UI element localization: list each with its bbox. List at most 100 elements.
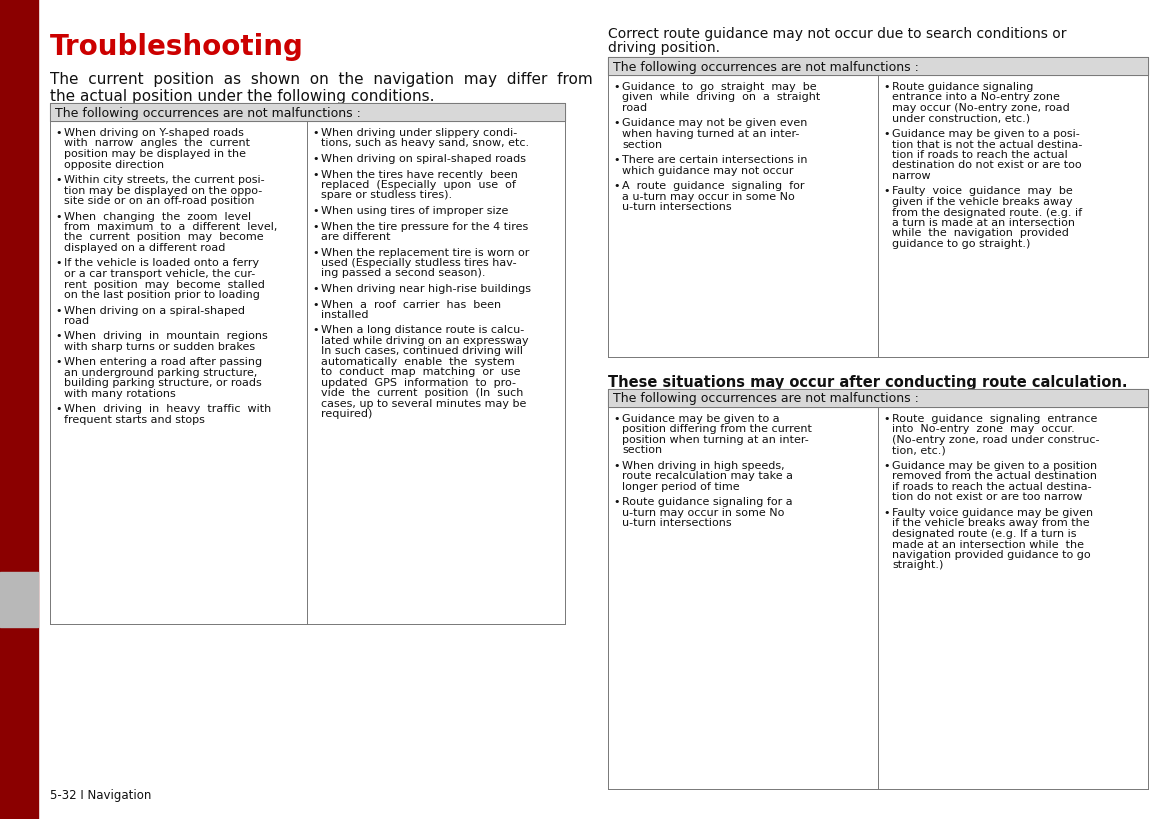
Text: •: • [883, 508, 890, 518]
Text: When driving on spiral-shaped roads: When driving on spiral-shaped roads [321, 154, 526, 164]
Text: frequent starts and stops: frequent starts and stops [64, 414, 205, 424]
Text: ing passed a second season).: ing passed a second season). [321, 268, 485, 278]
Text: site side or on an off-road position: site side or on an off-road position [64, 196, 255, 206]
Text: •: • [312, 221, 319, 231]
Text: with sharp turns or sudden brakes: with sharp turns or sudden brakes [64, 342, 255, 351]
Bar [608, 58, 1148, 76]
Text: •: • [883, 414, 890, 423]
Text: •: • [883, 82, 890, 92]
Text: •: • [613, 181, 620, 191]
Text: Faulty voice guidance may be given: Faulty voice guidance may be given [892, 508, 1093, 518]
Text: u-turn may occur in some No: u-turn may occur in some No [622, 508, 784, 518]
Text: •: • [613, 497, 620, 507]
Text: •: • [55, 258, 62, 268]
Text: When the tires have recently  been: When the tires have recently been [321, 170, 518, 179]
Text: (No-entry zone, road under construc-: (No-entry zone, road under construc- [892, 434, 1099, 445]
Text: Within city streets, the current posi-: Within city streets, the current posi- [64, 174, 265, 185]
Text: The  current  position  as  shown  on  the  navigation  may  differ  from: The current position as shown on the nav… [50, 72, 593, 87]
Text: u-turn intersections: u-turn intersections [622, 518, 732, 528]
Text: •: • [613, 119, 620, 129]
Text: longer period of time: longer period of time [622, 482, 740, 491]
Text: Guidance may not be given even: Guidance may not be given even [622, 119, 807, 129]
Text: straight.): straight.) [892, 560, 943, 570]
Text: position when turning at an inter-: position when turning at an inter- [622, 434, 808, 445]
Text: In such cases, continued driving will: In such cases, continued driving will [321, 346, 523, 356]
Text: •: • [613, 82, 620, 92]
Text: tion do not exist or are too narrow: tion do not exist or are too narrow [892, 492, 1083, 502]
Text: road: road [622, 103, 647, 113]
Text: When  driving  in  mountain  regions: When driving in mountain regions [64, 331, 267, 341]
Text: u-turn intersections: u-turn intersections [622, 201, 732, 212]
Text: narrow: narrow [892, 171, 930, 181]
Text: entrance into a No-entry zone: entrance into a No-entry zone [892, 93, 1059, 102]
Text: position may be displayed in the: position may be displayed in the [64, 149, 247, 159]
Text: •: • [312, 206, 319, 215]
Text: the  current  position  may  become: the current position may become [64, 233, 264, 242]
Text: used (Especially studless tires hav-: used (Especially studless tires hav- [321, 258, 516, 268]
Text: opposite direction: opposite direction [64, 160, 164, 170]
Text: replaced  (Especially  upon  use  of: replaced (Especially upon use of [321, 180, 516, 190]
Text: The following occurrences are not malfunctions :: The following occurrences are not malfun… [55, 106, 361, 120]
Text: given  while  driving  on  a  straight: given while driving on a straight [622, 93, 820, 102]
Text: displayed on a different road: displayed on a different road [64, 242, 226, 253]
Text: may occur (No-entry zone, road: may occur (No-entry zone, road [892, 103, 1070, 113]
Text: •: • [312, 247, 319, 257]
Text: removed from the actual destination: removed from the actual destination [892, 471, 1097, 481]
Text: the actual position under the following conditions.: the actual position under the following … [50, 89, 435, 104]
Text: When a long distance route is calcu-: When a long distance route is calcu- [321, 325, 525, 335]
Text: •: • [883, 460, 890, 470]
Text: Guidance may be given to a posi-: Guidance may be given to a posi- [892, 129, 1079, 139]
Text: into  No-entry  zone  may  occur.: into No-entry zone may occur. [892, 424, 1075, 434]
Text: There are certain intersections in: There are certain intersections in [622, 155, 807, 165]
Text: an underground parking structure,: an underground parking structure, [64, 368, 257, 378]
Text: 5-32 I Navigation: 5-32 I Navigation [50, 788, 151, 801]
Text: on the last position prior to loading: on the last position prior to loading [64, 290, 259, 300]
Text: from the designated route. (e.g. if: from the designated route. (e.g. if [892, 207, 1082, 217]
Text: •: • [312, 170, 319, 179]
Text: a u-turn may occur in some No: a u-turn may occur in some No [622, 192, 794, 201]
Text: which guidance may not occur: which guidance may not occur [622, 165, 793, 175]
Text: The following occurrences are not malfunctions :: The following occurrences are not malfun… [613, 61, 919, 74]
Text: or a car transport vehicle, the cur-: or a car transport vehicle, the cur- [64, 269, 255, 278]
Text: Guidance may be given to a: Guidance may be given to a [622, 414, 779, 423]
Text: vide  the  current  position  (In  such: vide the current position (In such [321, 388, 523, 398]
Text: Guidance may be given to a position: Guidance may be given to a position [892, 460, 1097, 470]
Text: •: • [312, 154, 319, 164]
Text: The following occurrences are not malfunctions :: The following occurrences are not malfun… [613, 392, 919, 405]
Text: If the vehicle is loaded onto a ferry: If the vehicle is loaded onto a ferry [64, 258, 259, 268]
Text: with  narrow  angles  the  current: with narrow angles the current [64, 138, 250, 148]
Text: When  changing  the  zoom  level: When changing the zoom level [64, 211, 251, 221]
Text: •: • [312, 299, 319, 309]
Text: tion, etc.): tion, etc.) [892, 445, 946, 455]
Text: When driving near high-rise buildings: When driving near high-rise buildings [321, 283, 531, 294]
Text: When using tires of improper size: When using tires of improper size [321, 206, 508, 215]
Text: When driving in high speeds,: When driving in high speeds, [622, 460, 785, 470]
Text: while  the  navigation  provided: while the navigation provided [892, 229, 1069, 238]
Text: section: section [622, 445, 662, 455]
Text: When driving on Y-shaped roads: When driving on Y-shaped roads [64, 128, 244, 138]
Text: driving position.: driving position. [608, 41, 720, 55]
Text: required): required) [321, 409, 372, 419]
Bar [50, 104, 565, 122]
Text: Route  guidance  signaling  entrance: Route guidance signaling entrance [892, 414, 1098, 423]
Text: spare or studless tires).: spare or studless tires). [321, 190, 452, 201]
Text: rent  position  may  become  stalled: rent position may become stalled [64, 279, 265, 289]
Text: •: • [312, 325, 319, 335]
Text: designated route (e.g. If a turn is: designated route (e.g. If a turn is [892, 528, 1077, 538]
Text: A  route  guidance  signaling  for: A route guidance signaling for [622, 181, 805, 191]
Text: guidance to go straight.): guidance to go straight.) [892, 238, 1030, 249]
Text: •: • [883, 129, 890, 139]
Text: destination do not exist or are too: destination do not exist or are too [892, 161, 1082, 170]
Text: under construction, etc.): under construction, etc.) [892, 113, 1030, 124]
Text: When the replacement tire is worn or: When the replacement tire is worn or [321, 247, 529, 257]
Text: When  a  roof  carrier  has  been: When a roof carrier has been [321, 299, 501, 309]
Text: Troubleshooting: Troubleshooting [50, 33, 304, 61]
Text: Correct route guidance may not occur due to search conditions or: Correct route guidance may not occur due… [608, 27, 1066, 41]
Text: when having turned at an inter-: when having turned at an inter- [622, 129, 799, 139]
Text: When  driving  in  heavy  traffic  with: When driving in heavy traffic with [64, 404, 271, 414]
Text: tion if roads to reach the actual: tion if roads to reach the actual [892, 150, 1068, 160]
Text: •: • [312, 283, 319, 294]
Text: section: section [622, 139, 662, 149]
Text: tion may be displayed on the oppo-: tion may be displayed on the oppo- [64, 185, 262, 195]
Text: Route guidance signaling: Route guidance signaling [892, 82, 1034, 92]
